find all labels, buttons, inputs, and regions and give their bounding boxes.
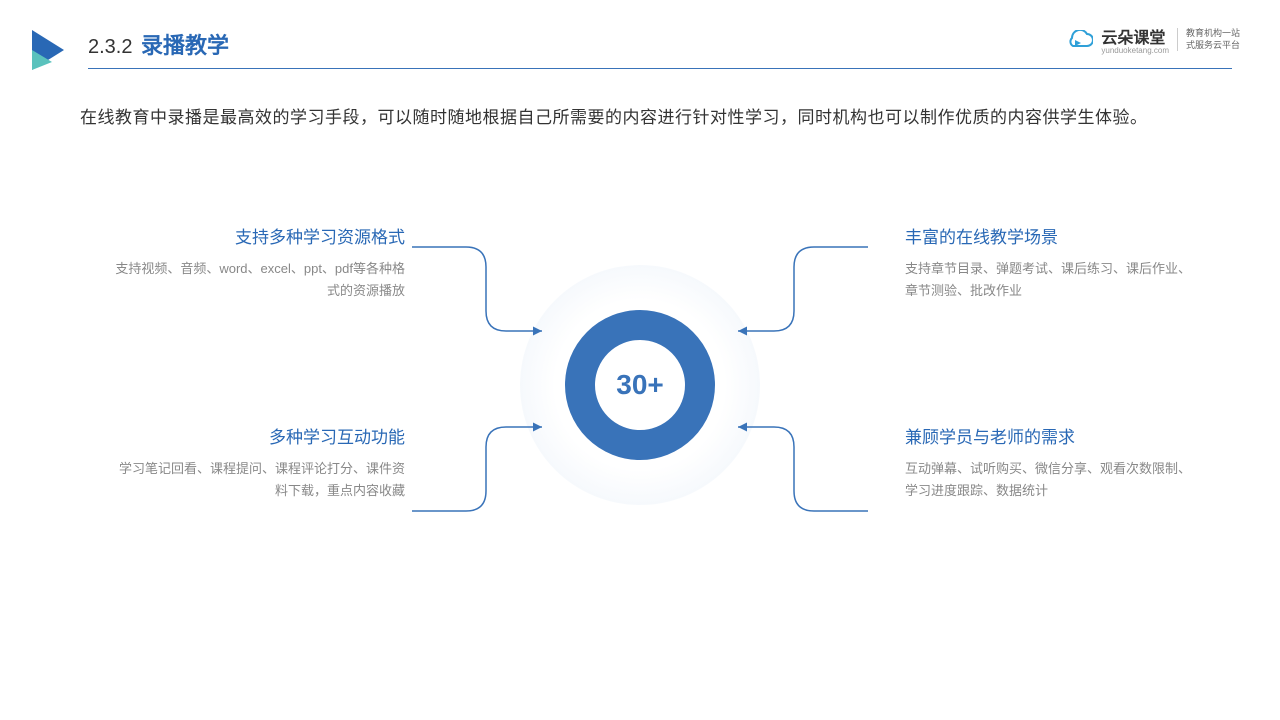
cloud-icon — [1067, 30, 1093, 50]
feature-title: 兼顾学员与老师的需求 — [905, 423, 1195, 448]
feature-bottom-right: 兼顾学员与老师的需求 互动弹幕、试听购买、微信分享、观看次数限制、学习进度跟踪、… — [905, 423, 1195, 502]
feature-diagram: 30+ — [0, 165, 1280, 605]
center-ring: 30+ — [520, 265, 760, 505]
section-number: 2.3.2 — [88, 36, 132, 58]
feature-desc: 互动弹幕、试听购买、微信分享、观看次数限制、学习进度跟踪、数据统计 — [905, 458, 1195, 502]
feature-top-right: 丰富的在线教学场景 支持章节目录、弹题考试、课后练习、课后作业、章节测验、批改作… — [905, 223, 1195, 302]
play-triangle-icon — [28, 28, 72, 77]
logo-text-block: 云朵课堂 yunduoketang.com — [1101, 24, 1169, 55]
feature-bottom-left: 多种学习互动功能 学习笔记回看、课程提问、课程评论打分、课件资料下载，重点内容收… — [115, 423, 405, 502]
feature-top-left: 支持多种学习资源格式 支持视频、音频、word、excel、ppt、pdf等各种… — [115, 223, 405, 302]
ring-halo: 30+ — [520, 265, 760, 505]
logo-tagline-line1: 教育机构一站 — [1186, 28, 1240, 40]
brand-logo: 云朵课堂 yunduoketang.com 教育机构一站 式服务云平台 — [1067, 24, 1240, 55]
logo-tagline: 教育机构一站 式服务云平台 — [1177, 28, 1240, 51]
logo-tagline-line2: 式服务云平台 — [1186, 40, 1240, 52]
section-title: 录播教学 — [141, 33, 229, 58]
logo-subtext: yunduoketang.com — [1101, 46, 1169, 55]
ring-value: 30+ — [616, 369, 664, 401]
feature-title: 多种学习互动功能 — [115, 423, 405, 448]
logo-text: 云朵课堂 — [1101, 24, 1169, 48]
feature-desc: 支持视频、音频、word、excel、ppt、pdf等各种格式的资源播放 — [115, 258, 405, 302]
feature-title: 丰富的在线教学场景 — [905, 223, 1195, 248]
feature-title: 支持多种学习资源格式 — [115, 223, 405, 248]
feature-desc: 学习笔记回看、课程提问、课程评论打分、课件资料下载，重点内容收藏 — [115, 458, 405, 502]
ring-main: 30+ — [565, 310, 715, 460]
slide-header: 2.3.2 录播教学 云朵课堂 yunduoketang.com 教育机构一站 … — [0, 0, 1280, 69]
title-row: 2.3.2 录播教学 — [88, 28, 1232, 69]
feature-desc: 支持章节目录、弹题考试、课后练习、课后作业、章节测验、批改作业 — [905, 258, 1195, 302]
intro-paragraph: 在线教育中录播是最高效的学习手段，可以随时随地根据自己所需要的内容进行针对性学习… — [80, 101, 1200, 135]
